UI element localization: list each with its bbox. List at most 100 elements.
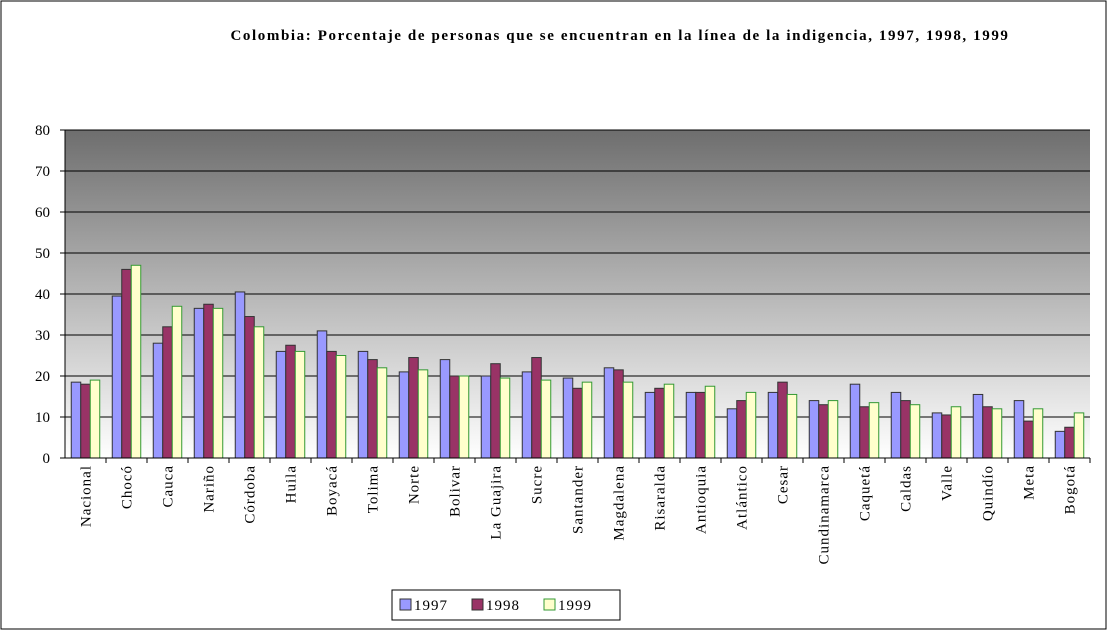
legend-label: 1999 xyxy=(558,598,592,614)
x-tick-label: Boyacá xyxy=(325,465,341,516)
bar xyxy=(89,379,101,459)
bar xyxy=(521,371,533,459)
bar xyxy=(736,400,747,459)
x-tick-label: Bolivar xyxy=(448,465,464,517)
bar xyxy=(654,387,665,459)
bar xyxy=(982,406,993,459)
bar xyxy=(1054,430,1066,459)
bar xyxy=(285,344,296,459)
x-tick-label: Huila xyxy=(284,465,300,503)
bar xyxy=(80,383,91,459)
bar xyxy=(70,381,82,459)
bar xyxy=(499,377,511,459)
y-tick-label: 30 xyxy=(35,328,50,344)
x-tick-label: Chocó xyxy=(120,465,136,509)
bar xyxy=(540,379,552,459)
x-tick-label: Antioquia xyxy=(694,465,710,534)
legend-swatch xyxy=(543,598,556,611)
bar xyxy=(449,375,460,459)
x-tick-label: Nariño xyxy=(202,465,218,513)
legend-label: 1997 xyxy=(414,598,448,614)
x-tick-label: Norte xyxy=(407,465,423,504)
y-tick-label: 80 xyxy=(35,123,50,139)
bar xyxy=(1064,426,1075,459)
bar xyxy=(950,406,962,459)
bar xyxy=(704,385,716,459)
x-tick-label: Sucre xyxy=(530,465,546,504)
bar xyxy=(622,381,634,459)
x-tick-label: Quindío xyxy=(981,465,997,521)
x-tick-label: Nacional xyxy=(79,465,95,527)
bar xyxy=(490,363,501,459)
bar xyxy=(767,391,779,459)
bar xyxy=(900,400,911,459)
bar xyxy=(786,393,798,459)
bar xyxy=(398,371,410,459)
bar xyxy=(663,383,675,459)
y-tick-label: 40 xyxy=(35,287,50,303)
x-tick-label: Magdalena xyxy=(612,465,628,541)
x-tick-label: Bogotá xyxy=(1063,465,1079,514)
x-tick-label: Cesar xyxy=(776,465,792,504)
bar xyxy=(335,355,347,459)
bar xyxy=(439,359,451,459)
y-tick-label: 0 xyxy=(43,451,51,467)
bar xyxy=(777,381,788,459)
bar xyxy=(121,268,132,459)
bar xyxy=(152,342,164,459)
y-tick-label: 60 xyxy=(35,205,50,221)
x-tick-label: Caquetá xyxy=(858,465,874,521)
bar xyxy=(1013,400,1025,459)
bar xyxy=(859,406,870,459)
bar xyxy=(726,408,738,459)
bar xyxy=(808,400,820,459)
bar xyxy=(316,330,328,459)
bar xyxy=(275,350,287,459)
legend-label: 1998 xyxy=(486,598,520,614)
x-tick-label: Tolima xyxy=(366,465,382,513)
x-tick-label: Córdoba xyxy=(243,465,259,524)
x-tick-label: Atlántico xyxy=(735,465,751,530)
bar xyxy=(572,387,583,459)
bar xyxy=(972,393,984,459)
bar xyxy=(234,291,246,459)
bar xyxy=(480,375,492,459)
bar xyxy=(130,264,142,459)
bar xyxy=(745,391,757,459)
bar xyxy=(818,404,829,459)
bar xyxy=(644,391,656,459)
x-tick-label: Valle xyxy=(940,465,956,501)
bar xyxy=(613,369,624,459)
bar xyxy=(849,383,861,459)
bar xyxy=(562,377,574,459)
bar xyxy=(357,350,369,459)
bar xyxy=(294,350,306,459)
x-tick-label: Cauca xyxy=(161,465,177,507)
bar xyxy=(868,402,880,459)
x-tick-label: Risaralda xyxy=(653,465,669,531)
bar xyxy=(695,391,706,459)
bar xyxy=(244,316,255,459)
bar xyxy=(531,357,542,459)
bar xyxy=(1073,412,1085,459)
x-tick-label: La Guajira xyxy=(489,465,505,540)
bar xyxy=(367,359,378,459)
bar xyxy=(941,414,952,459)
bar xyxy=(890,391,902,459)
bar xyxy=(685,391,697,459)
bar xyxy=(253,326,265,459)
bar xyxy=(162,326,173,459)
bar xyxy=(909,404,921,459)
bar xyxy=(376,367,388,459)
x-tick-label: Meta xyxy=(1022,465,1038,500)
bar xyxy=(581,381,593,459)
bar xyxy=(1023,420,1034,459)
y-tick-label: 50 xyxy=(35,246,50,262)
legend-box xyxy=(391,589,621,621)
bar xyxy=(931,412,943,459)
bar xyxy=(203,303,214,459)
bar xyxy=(171,305,183,459)
legend-swatch xyxy=(399,598,412,611)
